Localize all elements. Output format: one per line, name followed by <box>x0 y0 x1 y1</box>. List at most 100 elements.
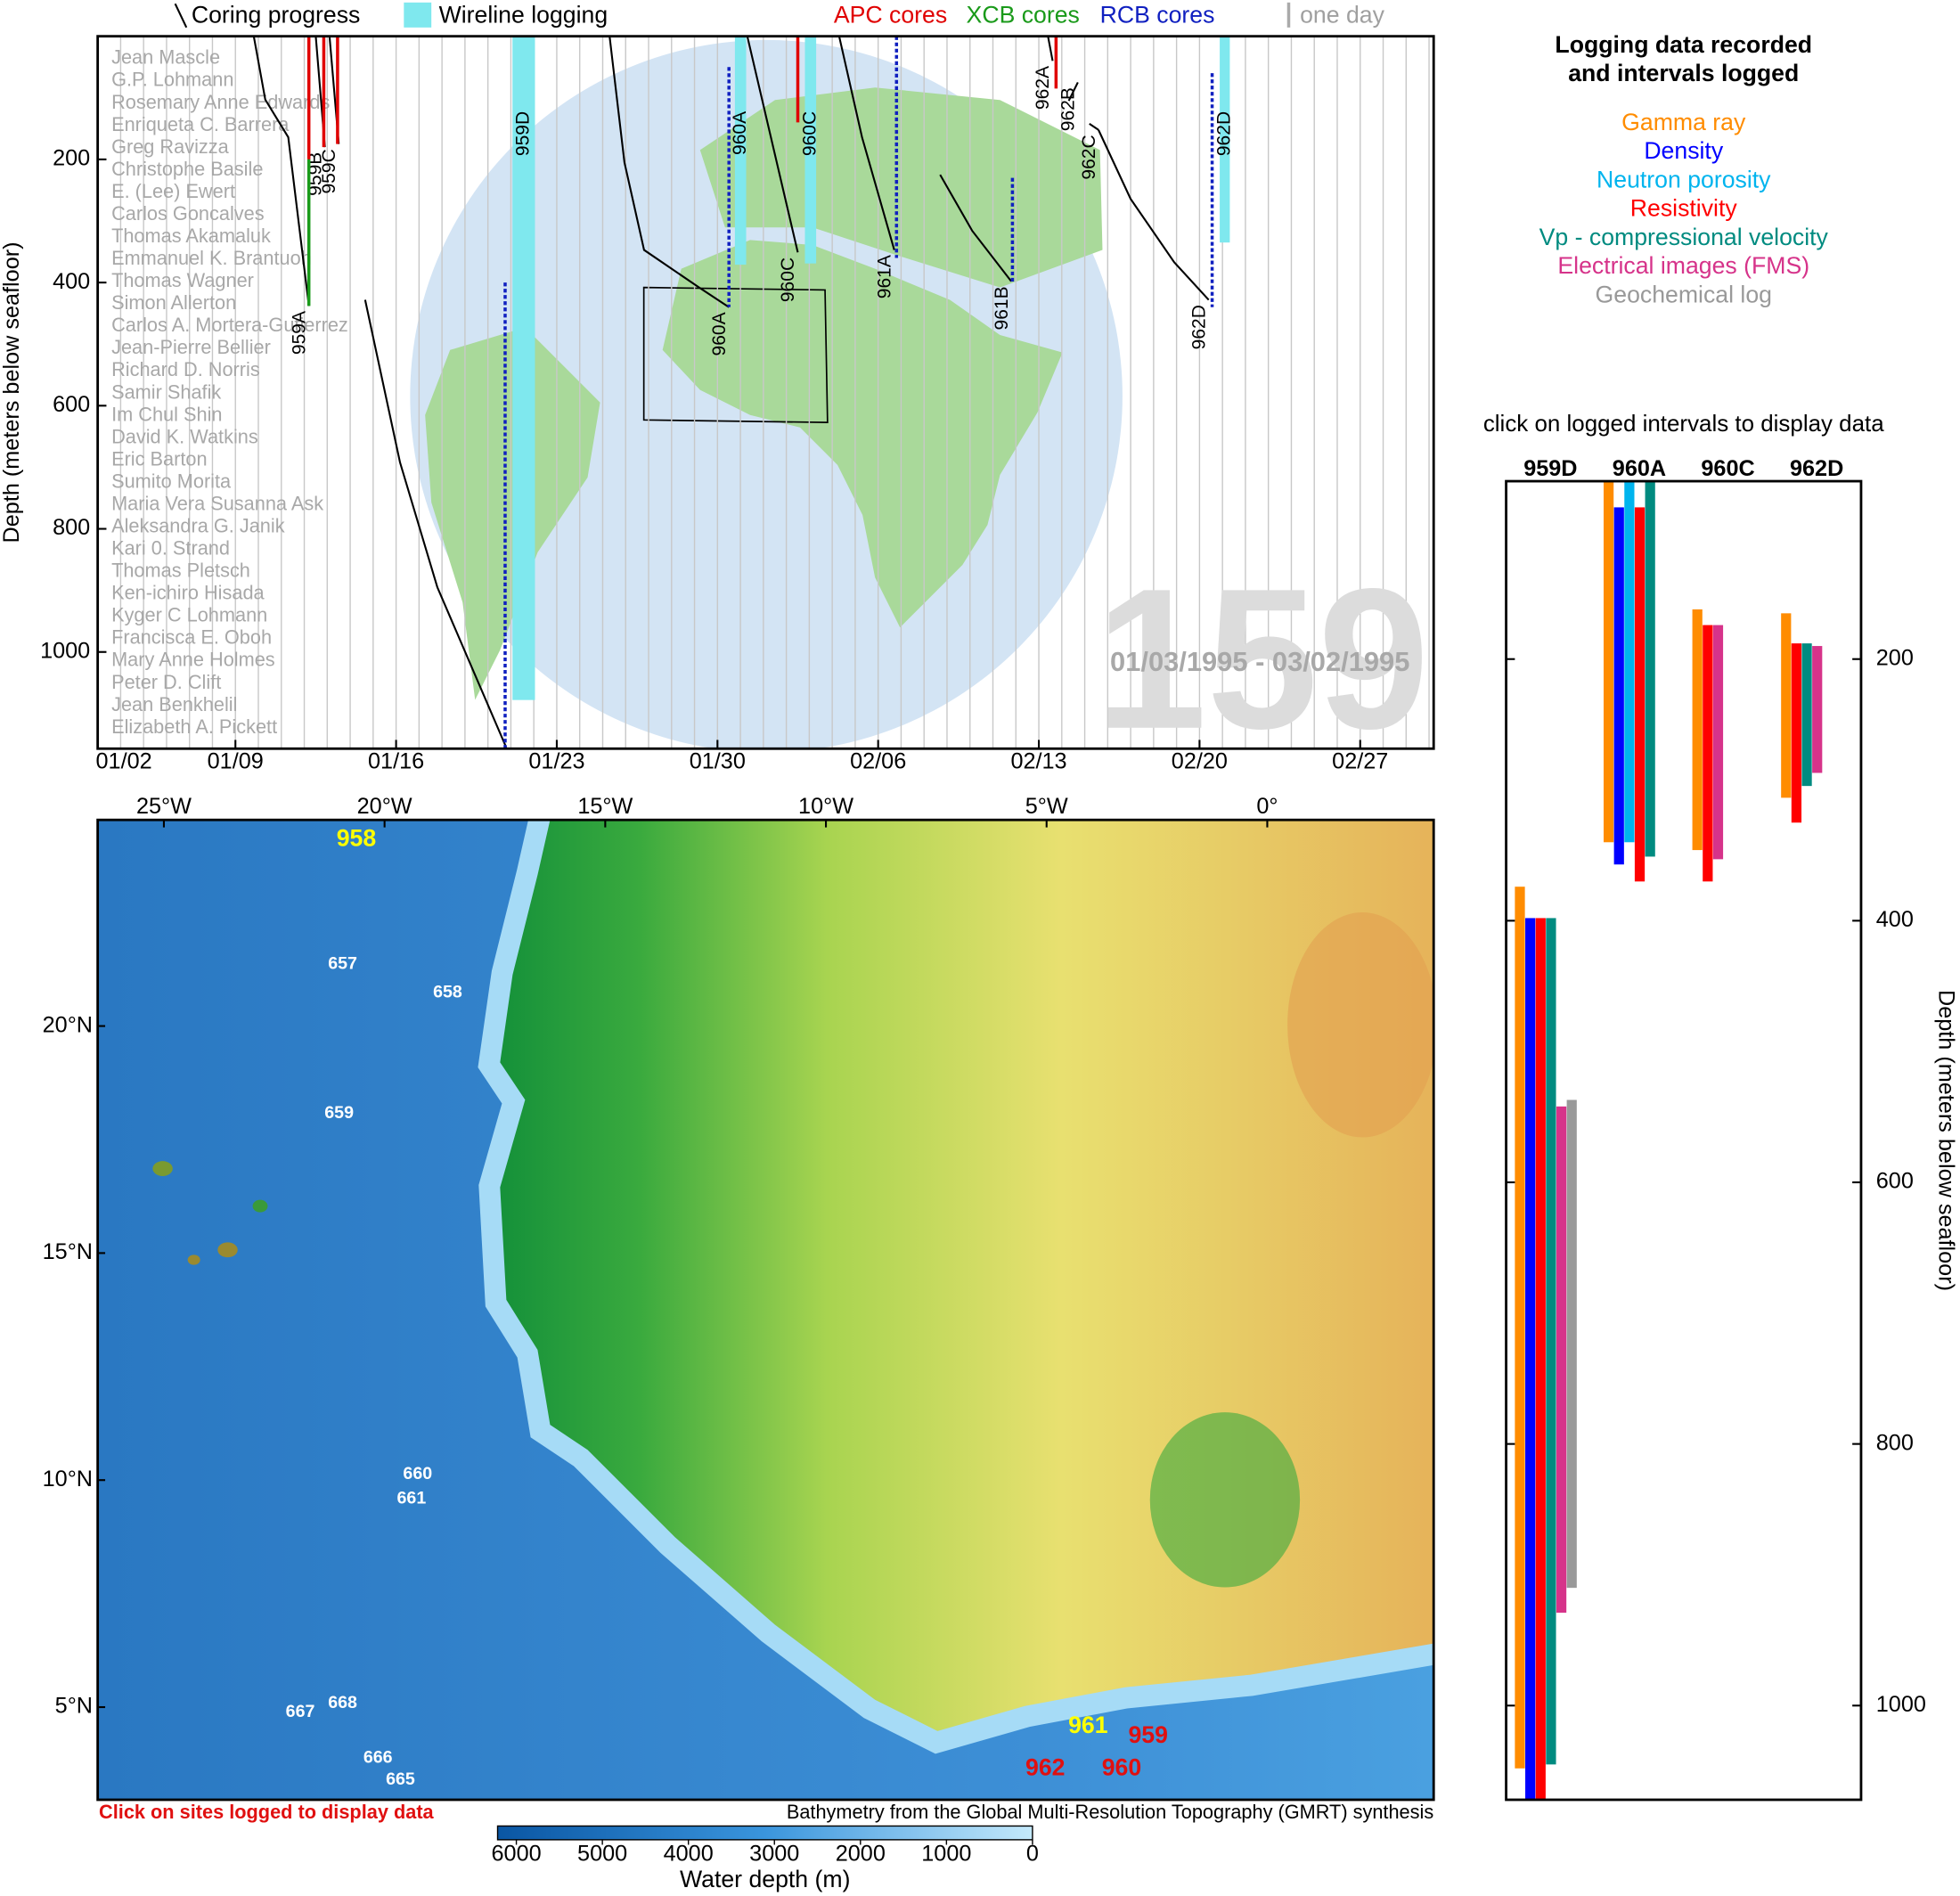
colorbar-tick-label: 2000 <box>836 1841 886 1866</box>
site-label[interactable]: 958 <box>337 825 376 852</box>
log-interval[interactable] <box>1812 646 1823 773</box>
scientist-name: Jean Mascle <box>111 46 220 69</box>
scientist-name: David K. Watkins <box>111 425 258 447</box>
plot-frame <box>1505 479 1863 1802</box>
site-label: 659 <box>324 1103 354 1123</box>
site-label[interactable]: 959 <box>1128 1721 1167 1748</box>
log-interval[interactable] <box>1712 625 1724 860</box>
site-label: 665 <box>386 1769 415 1789</box>
wireline-bar <box>512 36 535 700</box>
site-label: 666 <box>363 1747 393 1767</box>
log-interval[interactable] <box>1703 625 1713 882</box>
log-interval[interactable] <box>1546 918 1556 1765</box>
scientist-name: Jean Benkhelil <box>111 693 237 715</box>
scientist-name: Eric Barton <box>111 447 208 470</box>
scientist-name: Kyger C Lohmann <box>111 604 267 626</box>
legend-entry: Vp - compressional velocity <box>1539 224 1829 250</box>
lat-tick-label: 20°N <box>43 1012 93 1037</box>
scientist-name: Sumito Morita <box>111 470 232 492</box>
y-tick-label: 400 <box>1876 907 1914 932</box>
scientist-name: Emmanuel K. Brantuoh <box>111 247 312 269</box>
coring-line <box>1047 36 1054 61</box>
map-frame <box>96 818 1435 1802</box>
log-interval[interactable] <box>1566 1099 1577 1589</box>
panel-title: Logging data recorded <box>1555 31 1812 58</box>
colorbar <box>496 1825 1033 1841</box>
y-tick-label: 200 <box>1876 645 1914 670</box>
lon-tick-label: 25°W <box>136 794 192 819</box>
x-tick-label: 01/02 <box>96 748 152 773</box>
coring-line <box>1089 123 1099 131</box>
hole-label: 959D <box>486 752 507 797</box>
log-interval[interactable] <box>1634 507 1646 882</box>
log-interval[interactable] <box>1556 1106 1567 1614</box>
log-interval[interactable] <box>1603 481 1614 843</box>
category-label: 960C <box>1701 456 1754 481</box>
plot-frame <box>96 35 1435 750</box>
lat-tick-label: 10°N <box>43 1467 93 1491</box>
lon-tick-label: 0° <box>1256 794 1278 819</box>
site-label: 660 <box>403 1464 432 1483</box>
coring-line <box>252 36 310 306</box>
legend-entry: one day <box>1300 1 1384 28</box>
colorbar-tick-label: 6000 <box>492 1841 542 1866</box>
log-interval[interactable] <box>1692 609 1703 851</box>
scientist-name: Thomas Pletsch <box>111 560 250 582</box>
log-interval[interactable] <box>1515 887 1525 1769</box>
log-interval[interactable] <box>1781 613 1792 798</box>
legend-swatch <box>174 3 188 29</box>
colorbar-tick-label: 1000 <box>921 1841 971 1866</box>
lon-tick-label: 15°W <box>577 794 633 819</box>
coring-line <box>1067 81 1079 102</box>
scientist-name: G.P. Lohmann <box>111 69 233 91</box>
hole-label: 962D <box>1213 111 1234 156</box>
site-label[interactable]: 961 <box>1068 1712 1108 1738</box>
y-tick-label: 1000 <box>40 638 90 663</box>
legend-entry: Resistivity <box>1630 195 1738 222</box>
log-interval[interactable] <box>1535 918 1546 1800</box>
scientist-name: Carlos A. Mortera-Gutierrez <box>111 314 348 336</box>
coring-line <box>1098 129 1210 301</box>
log-interval[interactable] <box>1525 918 1536 1800</box>
scientist-name: E. (Lee) Ewert <box>111 180 235 202</box>
log-interval[interactable] <box>1791 643 1802 823</box>
scientist-name: Enriqueta C. Barrera <box>111 113 290 135</box>
site-label: 657 <box>328 953 357 973</box>
site-label[interactable]: 962 <box>1025 1753 1065 1780</box>
wireline-bar <box>1220 36 1230 243</box>
hole-label: 960A <box>709 312 730 356</box>
site-label: 658 <box>433 983 462 1002</box>
y-tick-label: 600 <box>1876 1169 1914 1194</box>
scientist-name: Mary Anne Holmes <box>111 649 275 671</box>
site-label: 661 <box>396 1488 426 1508</box>
scientist-name: Jean-Pierre Bellier <box>111 336 271 358</box>
legend-entry: Neutron porosity <box>1597 166 1771 192</box>
legend-entry: Gamma ray <box>1621 109 1746 135</box>
y-tick-label: 1000 <box>1876 1692 1926 1717</box>
log-interval[interactable] <box>1645 481 1655 857</box>
colorbar-tick-label: 0 <box>1026 1841 1039 1866</box>
scientist-name: Thomas Wagner <box>111 269 254 291</box>
x-tick-label: 01/16 <box>368 748 424 773</box>
log-interval[interactable] <box>1801 643 1812 787</box>
hole-label: 962B <box>1058 87 1079 131</box>
legend-entry: Density <box>1644 137 1724 164</box>
y-tick-label: 200 <box>53 146 90 171</box>
x-tick-label: 02/06 <box>850 748 906 773</box>
coring-line <box>939 174 1012 282</box>
lon-tick-label: 5°W <box>1025 794 1068 819</box>
scientist-name: Greg Ravizza <box>111 135 230 158</box>
log-interval[interactable] <box>1613 507 1624 865</box>
map-relief <box>97 820 1434 1800</box>
site-label[interactable]: 960 <box>1102 1753 1141 1780</box>
x-tick-label: 01/23 <box>528 748 584 773</box>
category-label: 959D <box>1523 456 1577 481</box>
scientist-name: Rosemary Anne Edwards <box>111 91 330 113</box>
log-interval[interactable] <box>1624 481 1635 843</box>
y-axis-label: Depth (meters below seafloor) <box>0 241 24 543</box>
x-tick-label: 02/27 <box>1332 748 1388 773</box>
hole-label: 961B <box>992 286 1012 330</box>
